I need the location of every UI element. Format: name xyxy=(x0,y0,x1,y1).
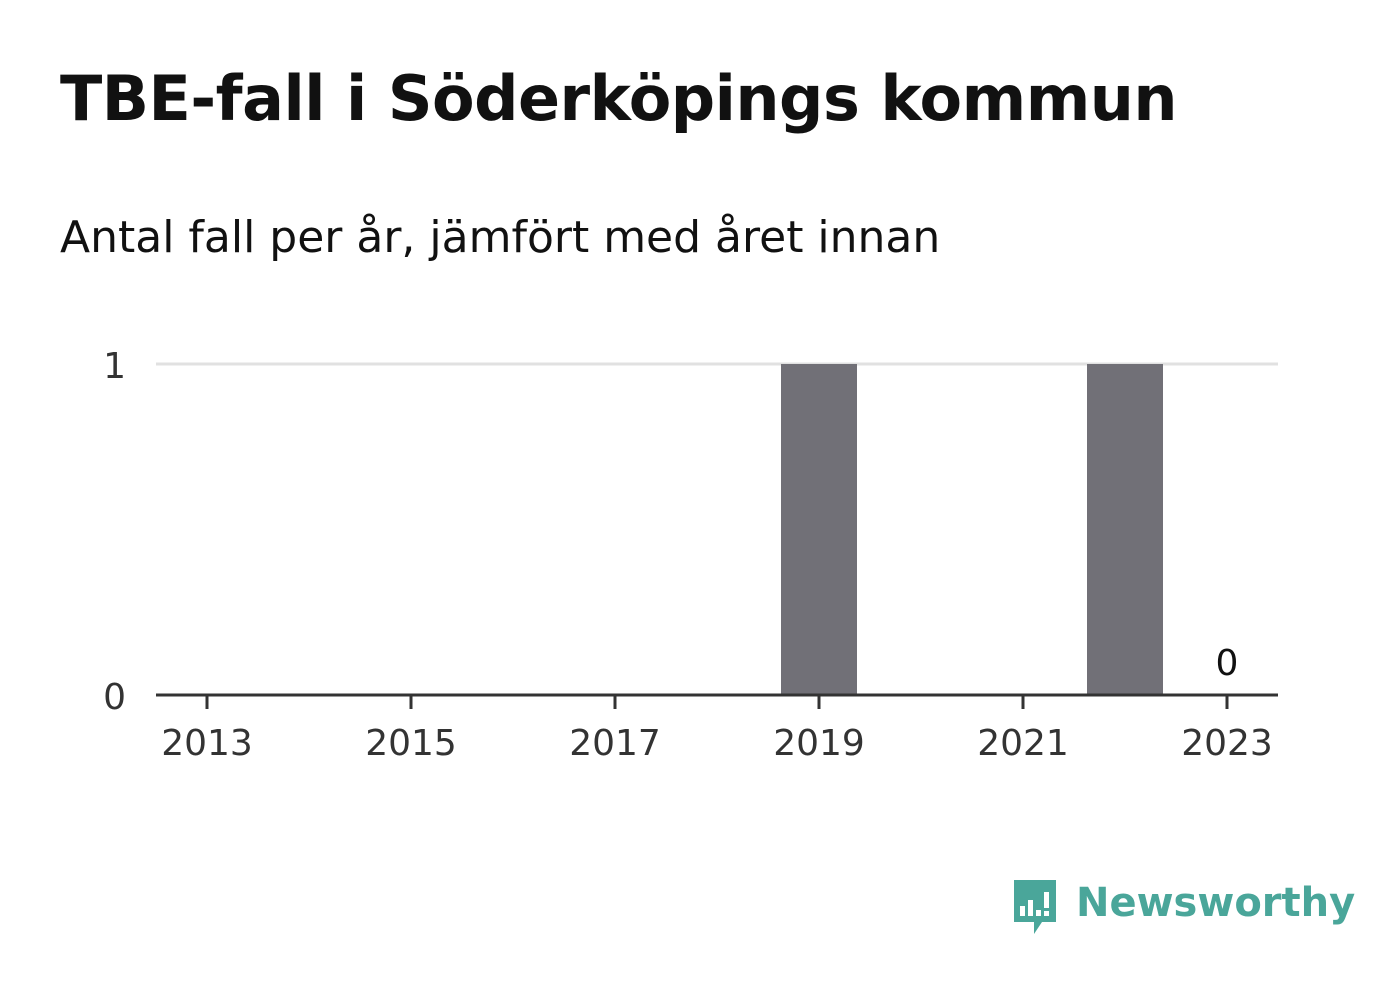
label-layer: 0 1 2013 2015 2017 2019 2021 2023 0 xyxy=(103,346,1273,764)
brand-logo: Newsworthy xyxy=(1010,876,1355,946)
bar-2022 xyxy=(1087,364,1163,695)
x-tick-label: 2021 xyxy=(977,723,1069,764)
x-tick-label: 2015 xyxy=(365,723,457,764)
bar-layer xyxy=(781,364,1163,695)
x-tick-label: 2017 xyxy=(569,723,661,764)
newsworthy-logo-icon xyxy=(1014,880,1056,934)
brand-name: Newsworthy xyxy=(1076,880,1356,926)
page-title: TBE-fall i Söderköpings kommun xyxy=(60,62,1178,135)
y-tick-label: 1 xyxy=(103,346,126,387)
bar-2019 xyxy=(781,364,857,695)
y-tick-label: 0 xyxy=(103,677,126,718)
x-tick-label: 2019 xyxy=(773,723,865,764)
x-tick-label: 2013 xyxy=(161,723,253,764)
data-label-2023: 0 xyxy=(1216,643,1239,684)
page-subtitle: Antal fall per år, jämfört med året inna… xyxy=(60,212,941,263)
axis-layer xyxy=(156,693,1278,709)
x-tick-label: 2023 xyxy=(1181,723,1273,764)
